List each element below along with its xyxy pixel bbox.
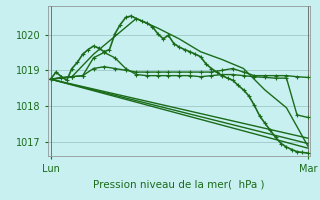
X-axis label: Pression niveau de la mer(  hPa ): Pression niveau de la mer( hPa )	[93, 179, 265, 189]
